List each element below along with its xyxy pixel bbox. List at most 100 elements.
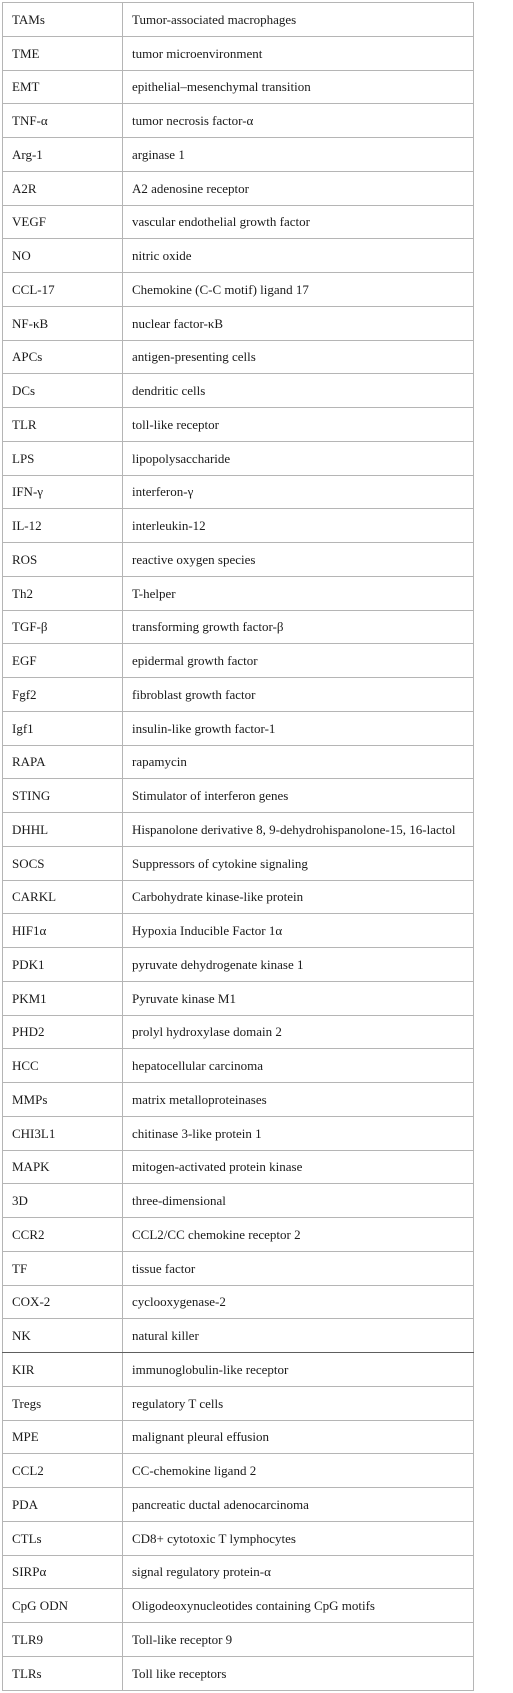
abbreviation-cell: ROS [2, 542, 123, 577]
table-row: Fgf2 fibroblast growth factor [2, 677, 474, 712]
table-row: TAMs Tumor-associated macrophages [2, 2, 474, 37]
abbreviation-cell: DCs [2, 373, 123, 408]
table-row: TLRs Toll like receptors [2, 1655, 474, 1691]
table-row: DHHL Hispanolone derivative 8, 9-dehydroh… [2, 812, 474, 847]
definition-cell: chitinase 3-like protein 1 [122, 1115, 474, 1151]
definition-cell: natural killer [122, 1318, 474, 1353]
definition-cell: Toll-like receptor 9 [122, 1622, 474, 1657]
table-row: NK natural killer [2, 1318, 474, 1353]
abbreviation-cell: APCs [2, 339, 123, 375]
definition-cell: tissue factor [122, 1250, 474, 1286]
table-row: ROS reactive oxygen species [2, 542, 474, 577]
table-row: VEGF vascular endothelial growth factor [2, 204, 474, 240]
definition-cell: Hypoxia Inducible Factor 1α [122, 913, 474, 948]
definition-cell: CC-chemokine ligand 2 [122, 1453, 474, 1488]
abbreviation-cell: MPE [2, 1419, 123, 1455]
table-row: CCL2 CC-chemokine ligand 2 [2, 1453, 474, 1488]
abbreviation-cell: TGF-β [2, 609, 123, 645]
table-row: EMT epithelial–mesenchymal transition [2, 69, 474, 105]
definition-cell: Chemokine (C-C motif) ligand 17 [122, 272, 474, 307]
definition-cell: lipopolysaccharide [122, 440, 474, 476]
definition-cell: transforming growth factor-β [122, 609, 474, 645]
definition-cell: matrix metalloproteinases [122, 1082, 474, 1117]
abbreviation-cell: PDK1 [2, 947, 123, 982]
table-row: CCR2 CCL2/CC chemokine receptor 2 [2, 1217, 474, 1252]
definition-cell: epithelial–mesenchymal transition [122, 69, 474, 105]
abbreviation-cell: CCR2 [2, 1217, 123, 1252]
definition-cell: hepatocellular carcinoma [122, 1048, 474, 1083]
table-row: Igf1 insulin-like growth factor-1 [2, 710, 474, 746]
abbreviation-cell: EGF [2, 643, 123, 678]
definition-cell: regulatory T cells [122, 1385, 474, 1421]
table-row: LPS lipopolysaccharide [2, 440, 474, 476]
definition-cell: Pyruvate kinase M1 [122, 980, 474, 1016]
abbreviation-cell: CTLs [2, 1520, 123, 1556]
table-row: IFN-γ interferon-γ [2, 474, 474, 510]
table-row: KIR immunoglobulin-like receptor [2, 1352, 474, 1387]
definition-cell: insulin-like growth factor-1 [122, 710, 474, 746]
definition-cell: arginase 1 [122, 137, 474, 172]
abbreviation-cell: MAPK [2, 1149, 123, 1185]
abbreviations-table-body: TAMs Tumor-associated macrophages TME tumor… [2, 2, 474, 1691]
table-row: IL-12 interleukin-12 [2, 508, 474, 543]
table-row: PHD2 prolyl hydroxylase domain 2 [2, 1014, 474, 1050]
table-row: SOCS Suppressors of cytokine signaling [2, 845, 474, 881]
definition-cell: pancreatic ductal adenocarcinoma [122, 1487, 474, 1522]
abbreviation-cell: TME [2, 35, 123, 71]
table-row: DCs dendritic cells [2, 373, 474, 408]
abbreviation-cell: HIF1α [2, 913, 123, 948]
table-row: STING Stimulator of interferon genes [2, 778, 474, 813]
table-row: PDA pancreatic ductal adenocarcinoma [2, 1487, 474, 1522]
definition-cell: signal regulatory protein-α [122, 1554, 474, 1590]
abbreviation-cell: DHHL [2, 812, 123, 847]
table-row: CCL-17 Chemokine (C-C motif) ligand 17 [2, 272, 474, 307]
abbreviation-cell: TAMs [2, 2, 123, 37]
table-row: TME tumor microenvironment [2, 35, 474, 71]
abbreviation-cell: CCL2 [2, 1453, 123, 1488]
definition-cell: Suppressors of cytokine signaling [122, 845, 474, 881]
abbreviation-cell: CHI3L1 [2, 1115, 123, 1151]
abbreviation-cell: SOCS [2, 845, 123, 881]
definition-cell: three-dimensional [122, 1183, 474, 1218]
definition-cell: rapamycin [122, 744, 474, 780]
definition-cell: Stimulator of interferon genes [122, 778, 474, 813]
abbreviation-cell: TNF-α [2, 103, 123, 138]
abbreviation-cell: Fgf2 [2, 677, 123, 712]
abbreviation-cell: RAPA [2, 744, 123, 780]
table-row: TLR9 Toll-like receptor 9 [2, 1622, 474, 1657]
table-row: PDK1 pyruvate dehydrogenate kinase 1 [2, 947, 474, 982]
table-row: APCs antigen-presenting cells [2, 339, 474, 375]
table-row: MPE malignant pleural effusion [2, 1419, 474, 1455]
abbreviation-cell: NF-κB [2, 305, 123, 341]
abbreviation-cell: TF [2, 1250, 123, 1286]
definition-cell: mitogen-activated protein kinase [122, 1149, 474, 1185]
table-row: HIF1α Hypoxia Inducible Factor 1α [2, 913, 474, 948]
definition-cell: fibroblast growth factor [122, 677, 474, 712]
table-row: SIRPα signal regulatory protein-α [2, 1554, 474, 1590]
definition-cell: toll-like receptor [122, 407, 474, 442]
table-row: A2R A2 adenosine receptor [2, 170, 474, 206]
abbreviation-cell: Igf1 [2, 710, 123, 746]
definition-cell: Carbohydrate kinase-like protein [122, 879, 474, 915]
abbreviation-cell: CpG ODN [2, 1588, 123, 1623]
abbreviation-cell: Arg-1 [2, 137, 123, 172]
table-row: CARKL Carbohydrate kinase-like protein [2, 879, 474, 915]
abbreviation-cell: PDA [2, 1487, 123, 1522]
table-row: CTLs CD8+ cytotoxic T lymphocytes [2, 1520, 474, 1556]
definition-cell: immunoglobulin-like receptor [122, 1352, 474, 1387]
definition-cell: antigen-presenting cells [122, 339, 474, 375]
definition-cell: pyruvate dehydrogenate kinase 1 [122, 947, 474, 982]
abbreviation-cell: IL-12 [2, 508, 123, 543]
definition-cell: dendritic cells [122, 373, 474, 408]
definition-cell: interferon-γ [122, 474, 474, 510]
abbreviation-cell: PKM1 [2, 980, 123, 1016]
definition-cell: cyclooxygenase-2 [122, 1284, 474, 1320]
abbreviation-cell: NO [2, 238, 123, 273]
abbreviation-cell: CARKL [2, 879, 123, 915]
abbreviation-cell: NK [2, 1318, 123, 1353]
definition-cell: Oligodeoxynucleotides containing CpG mot… [122, 1588, 474, 1623]
abbreviation-cell: LPS [2, 440, 123, 476]
abbreviation-cell: Th2 [2, 575, 123, 611]
table-row: Tregs regulatory T cells [2, 1385, 474, 1421]
table-row: TF tissue factor [2, 1250, 474, 1286]
